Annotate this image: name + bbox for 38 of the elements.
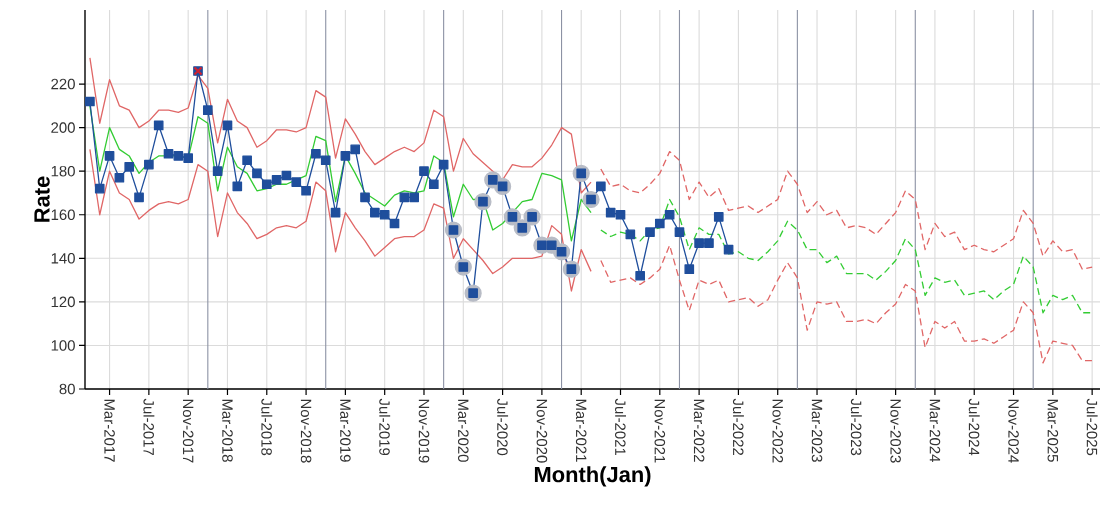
- x-tick-label: Jul-2017: [143, 398, 155, 456]
- x-tick-label: Jul-2019: [379, 398, 391, 456]
- x-tick-label: Mar-2024: [929, 399, 941, 463]
- x-tick-label: Nov-2021: [654, 399, 666, 463]
- x-tick-label: Jul-2020: [497, 398, 509, 456]
- x-tick-label: Mar-2025: [1047, 399, 1059, 462]
- x-tick-label: Mar-2018: [222, 399, 233, 462]
- x-tick-label: Nov-2023: [890, 399, 901, 463]
- x-tick-label: Jul-2023: [850, 398, 862, 456]
- x-tick-label: Mar-2019: [340, 399, 351, 462]
- y-tick-label: 80: [59, 383, 75, 395]
- y-tick-label: 120: [51, 296, 75, 308]
- x-tick-label: Mar-2021: [575, 399, 587, 462]
- x-tick-label: Jul-2018: [261, 398, 273, 456]
- y-tick-label: 200: [51, 122, 75, 133]
- x-tick-label: Mar-2023: [811, 399, 823, 462]
- y-tick-label: 180: [51, 165, 75, 177]
- x-tick-label: Jul-2024: [968, 398, 980, 456]
- line-series: [600, 150, 1093, 270]
- x-axis-title: Month(Jan): [534, 466, 651, 487]
- x-tick-label: Mar-2020: [458, 399, 469, 462]
- x-tick-label: Mar-2022: [693, 399, 705, 462]
- x-tick-label: Nov-2017: [182, 399, 194, 463]
- x-tick-label: Nov-2022: [772, 399, 784, 463]
- y-tick-label: 100: [51, 340, 75, 351]
- x-tick-label: Mar-2017: [104, 399, 115, 462]
- x-tick-label: Jul-2025: [1086, 398, 1098, 456]
- x-tick-label: Nov-2019: [418, 399, 430, 463]
- x-tick-label: Jul-2022: [732, 398, 744, 456]
- line-series: [600, 244, 1093, 364]
- y-tick-label: 140: [51, 253, 75, 264]
- x-tick-label: Nov-2018: [300, 399, 312, 463]
- y-tick-label: 220: [51, 78, 75, 90]
- y-tick-label: 160: [51, 209, 75, 221]
- x-tick-label: Jul-2021: [615, 398, 626, 456]
- y-axis-title: Rate: [34, 176, 50, 222]
- x-tick-label: Nov-2024: [1008, 399, 1019, 463]
- x-tick-label: Nov-2020: [536, 399, 548, 463]
